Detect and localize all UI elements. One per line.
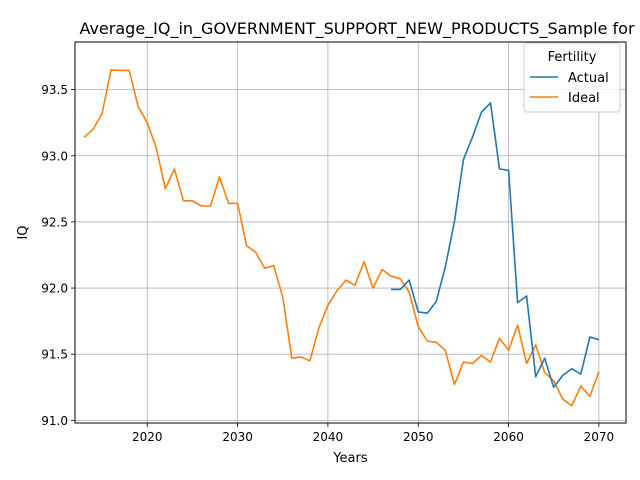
legend-box [523, 42, 621, 113]
plot-area-frame [74, 41, 627, 424]
y-tick-label: 92.5 [41, 215, 68, 229]
y-tick-label: 93.5 [41, 83, 68, 97]
grid-lines [75, 42, 626, 423]
chart-title: Average_IQ_in_GOVERNMENT_SUPPORT_NEW_PRO… [79, 19, 640, 39]
series-line-ideal [83, 69, 600, 407]
y-tick-label: 93.0 [41, 149, 68, 163]
y-axis-label: IQ [16, 225, 31, 239]
y-tick-label: 91.0 [41, 414, 68, 428]
y-tick-label: 92.0 [41, 282, 68, 296]
y-tick-label: 91.5 [41, 348, 68, 362]
x-tick-label: 2070 [584, 430, 615, 444]
x-tick-label: 2020 [132, 430, 163, 444]
legend: Fertility Actual Ideal [523, 42, 621, 113]
legend-label-ideal: Ideal [568, 91, 600, 106]
series-line-actual [391, 102, 600, 389]
x-tick-label: 2030 [222, 430, 253, 444]
x-tick-label: 2040 [313, 430, 344, 444]
series-lines [83, 69, 600, 407]
y-axis-ticks: 91.0 91.5 92.0 92.5 93.0 93.5 [41, 83, 75, 428]
x-tick-label: 2050 [403, 430, 434, 444]
legend-title: Fertility [548, 50, 597, 65]
x-axis-ticks: 2020 2030 2040 2050 2060 2070 [132, 423, 614, 444]
x-tick-label: 2060 [493, 430, 524, 444]
legend-label-actual: Actual [568, 71, 609, 86]
x-axis-label: Years [332, 451, 368, 466]
